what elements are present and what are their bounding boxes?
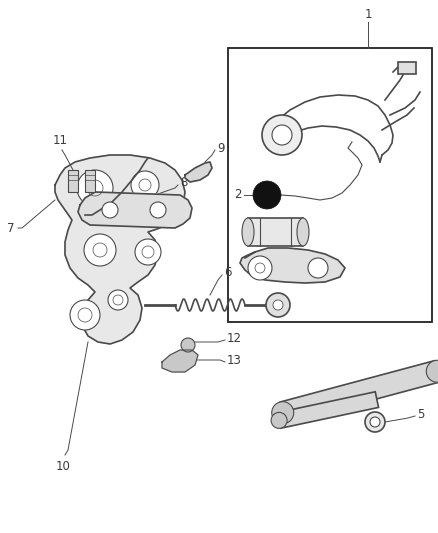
Text: 10: 10 (56, 460, 71, 473)
Text: 11: 11 (53, 134, 67, 147)
Ellipse shape (297, 218, 309, 246)
Text: 4: 4 (286, 403, 293, 416)
Ellipse shape (271, 413, 287, 429)
Circle shape (77, 170, 113, 206)
Text: 5: 5 (417, 408, 424, 422)
Text: 6: 6 (224, 265, 232, 279)
Text: 8: 8 (180, 176, 187, 190)
Circle shape (365, 412, 385, 432)
Text: 12: 12 (227, 333, 242, 345)
Circle shape (272, 125, 292, 145)
Bar (85, 170, 95, 192)
Polygon shape (185, 162, 212, 182)
Circle shape (150, 202, 166, 218)
Circle shape (273, 300, 283, 310)
Polygon shape (240, 248, 345, 283)
Bar (68, 170, 78, 192)
Ellipse shape (242, 218, 254, 246)
Circle shape (248, 256, 272, 280)
Circle shape (370, 417, 380, 427)
Ellipse shape (426, 360, 438, 382)
Polygon shape (55, 155, 185, 344)
Circle shape (84, 234, 116, 266)
Ellipse shape (272, 402, 294, 424)
Text: 2: 2 (234, 189, 242, 201)
Bar (398, 62, 416, 74)
Circle shape (70, 300, 100, 330)
Polygon shape (277, 392, 378, 428)
Circle shape (108, 290, 128, 310)
Circle shape (102, 202, 118, 218)
Polygon shape (78, 192, 192, 228)
Text: 1: 1 (364, 9, 372, 21)
Circle shape (181, 338, 195, 352)
Text: 3: 3 (418, 376, 425, 389)
Circle shape (266, 293, 290, 317)
Circle shape (135, 239, 161, 265)
Bar (248, 218, 303, 246)
Circle shape (308, 258, 328, 278)
Polygon shape (162, 350, 198, 372)
Circle shape (262, 115, 302, 155)
Text: 9: 9 (217, 141, 225, 155)
Circle shape (131, 171, 159, 199)
Bar (228, 48, 432, 322)
Circle shape (253, 181, 281, 209)
Polygon shape (280, 361, 438, 423)
Text: 7: 7 (7, 222, 14, 235)
Text: 13: 13 (227, 354, 242, 367)
